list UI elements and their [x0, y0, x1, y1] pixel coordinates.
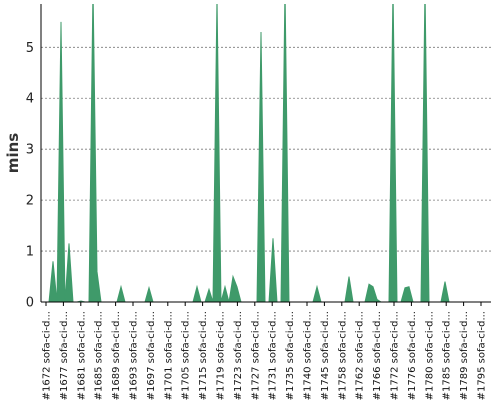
x-tick-label: #1789 sofa-ci-d...: [459, 311, 470, 400]
x-tick-label: #1697 sofa-ci-d...: [146, 311, 157, 400]
x-tick-label: #1693 sofa-ci-d...: [129, 311, 140, 400]
x-tick-label: #1705 sofa-ci-d...: [181, 311, 192, 400]
x-tick-label: #1735 sofa-ci-d...: [285, 311, 296, 400]
x-tick-label: #1785 sofa-ci-d...: [442, 311, 453, 400]
x-tick-label: #1795 sofa-ci-d...: [477, 311, 488, 400]
y-axis-ticks: 0 1 2 3 4 5: [26, 41, 34, 311]
x-tick-label: #1727 sofa-ci-d...: [250, 311, 261, 400]
y-tick-label: 1: [26, 245, 34, 260]
x-tick-label: #1701 sofa-ci-d...: [163, 311, 174, 400]
area-series: [45, 4, 489, 302]
x-tick-label: #1719 sofa-ci-d...: [216, 311, 227, 400]
x-tick-label: #1762 sofa-ci-d...: [355, 311, 366, 400]
x-tick-label: #1745 sofa-ci-d...: [320, 311, 331, 400]
x-tick-label: #1715 sofa-ci-d...: [198, 311, 209, 400]
x-tick-label: #1689 sofa-ci-d...: [111, 311, 122, 400]
y-tick-label: 5: [26, 41, 34, 56]
x-tick-label: #1723 sofa-ci-d...: [233, 311, 244, 400]
y-tick-label: 3: [26, 143, 34, 158]
y-tick-label: 0: [26, 296, 34, 311]
x-tick-label: #1681 sofa-ci-d...: [76, 311, 87, 400]
x-tick-label: #1776 sofa-ci-d...: [407, 311, 418, 400]
x-tick-label: #1731 sofa-ci-d...: [268, 311, 279, 400]
y-tick-label: 4: [26, 92, 34, 107]
x-axis-ticks: #1672 sofa-ci-d... #1677 sofa-ci-d... #168…: [42, 302, 488, 400]
x-tick-label: #1766 sofa-ci-d...: [372, 311, 383, 400]
x-tick-label: #1672 sofa-ci-d...: [42, 311, 53, 400]
x-tick-label: #1772 sofa-ci-d...: [390, 311, 401, 400]
x-tick-label: #1677 sofa-ci-d...: [59, 311, 70, 400]
y-axis-label: mins: [4, 133, 22, 173]
x-tick-label: #1780 sofa-ci-d...: [424, 311, 435, 400]
x-tick-label: #1740 sofa-ci-d...: [303, 311, 314, 400]
y-tick-label: 2: [26, 194, 34, 209]
area-fill: [45, 4, 489, 302]
x-tick-label: #1758 sofa-ci-d...: [337, 311, 348, 400]
grid-lines: [41, 46, 491, 252]
x-tick-label: #1685 sofa-ci-d...: [94, 311, 105, 400]
